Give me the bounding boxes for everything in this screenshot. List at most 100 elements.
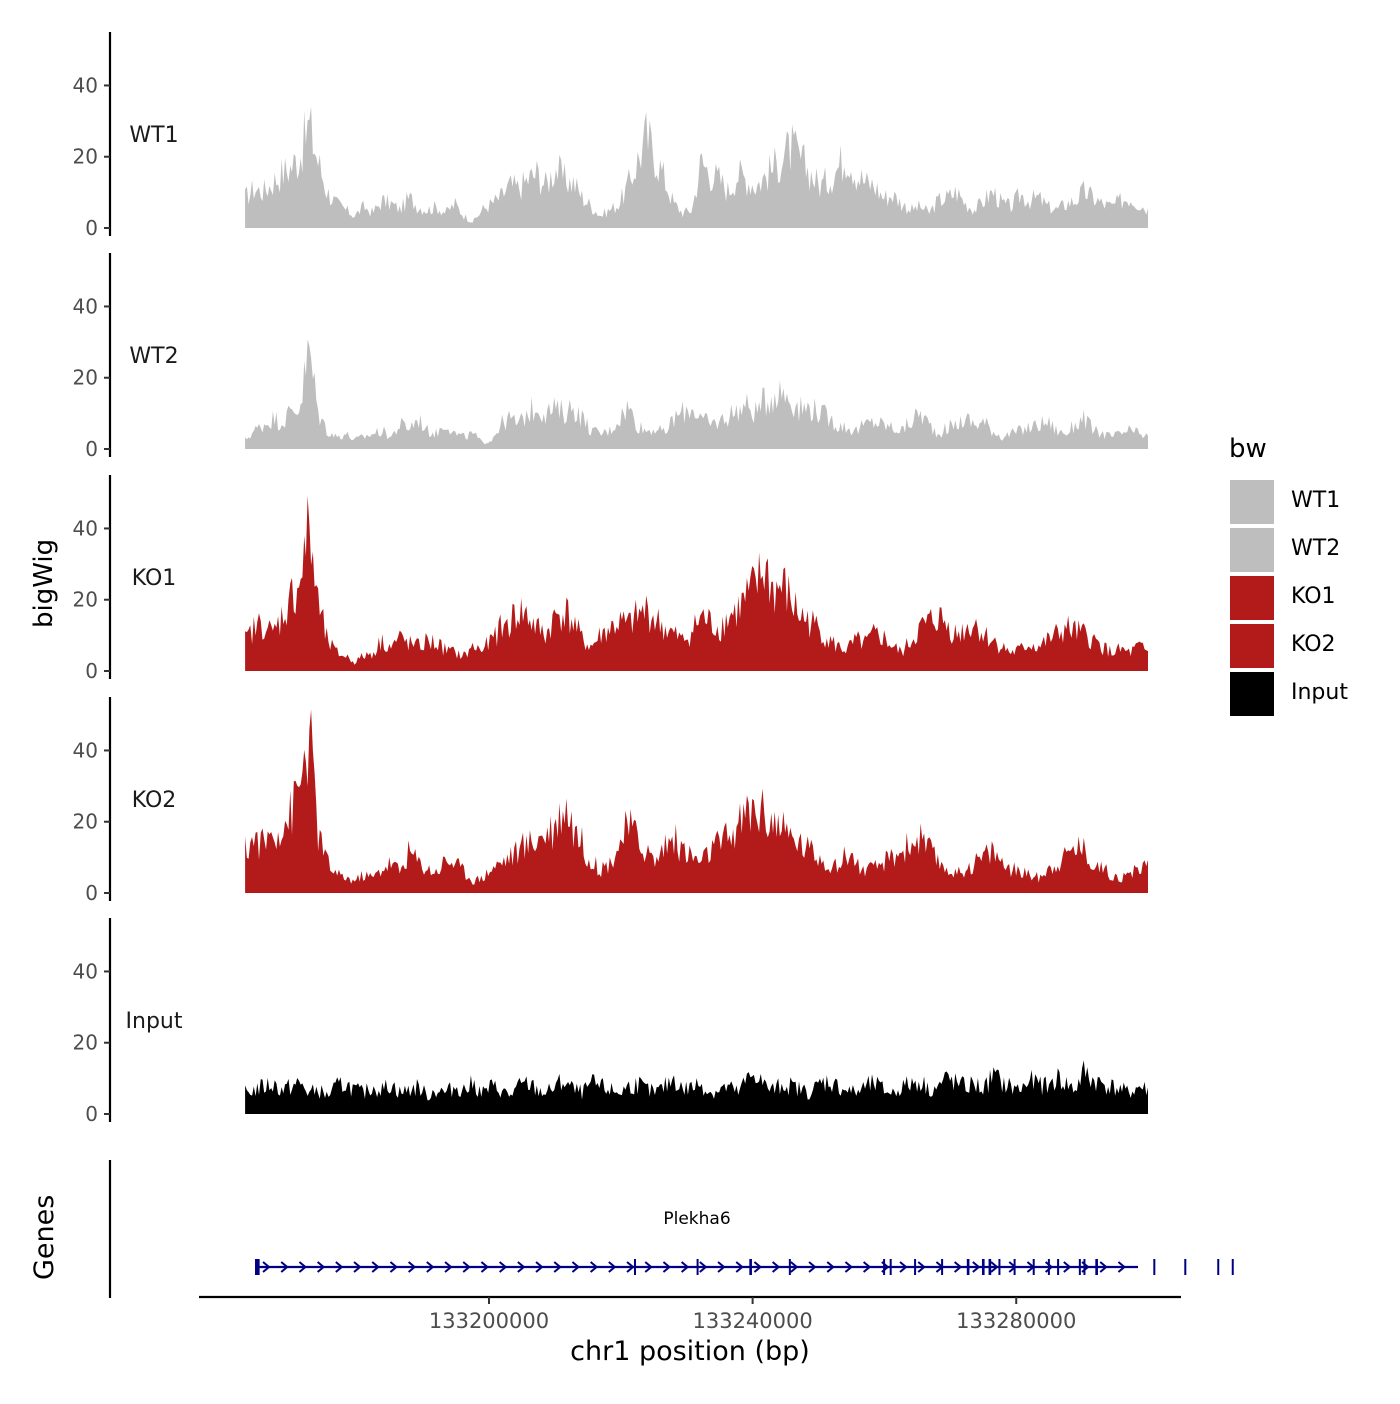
legend-label: WT1 <box>1291 488 1341 513</box>
track-input: 0 20 40 Input <box>73 918 1149 1126</box>
exon <box>988 1259 992 1275</box>
strand-arrow <box>626 1261 635 1273</box>
track-label: Input <box>126 1009 183 1034</box>
y-tick-label: 20 <box>73 810 98 834</box>
y-axis-title: bigWig <box>29 538 59 628</box>
exon <box>788 1259 791 1275</box>
tracks-group: 0 20 40 WT1 0 20 40 WT2 0 20 40 KO1 0 20 40 KO2 0 20 40 Inp… <box>73 32 1149 1126</box>
track-ko1: 0 20 40 KO1 <box>73 475 1149 683</box>
strand-arrow <box>644 1261 653 1273</box>
y-tick-label: 0 <box>85 216 98 240</box>
x-axis-title: chr1 position (bp) <box>570 1336 810 1367</box>
coverage-area-ko1 <box>245 495 1149 671</box>
coverage-area-wt2 <box>245 339 1149 449</box>
strand-arrow <box>717 1261 726 1273</box>
legend-item-ko1: KO1 <box>1230 576 1400 620</box>
y-tick-label: 0 <box>85 881 98 905</box>
legend-swatch <box>1230 528 1274 572</box>
strand-arrow <box>844 1261 853 1273</box>
exon <box>1095 1259 1098 1275</box>
strand-arrow <box>899 1261 908 1273</box>
y-tick-label: 20 <box>73 588 98 612</box>
exon <box>749 1259 752 1275</box>
exon <box>255 1259 260 1275</box>
strand-arrow <box>280 1261 289 1273</box>
strand-arrow <box>353 1261 362 1273</box>
strand-arrow <box>498 1261 508 1273</box>
exon <box>941 1259 944 1275</box>
strand-arrow <box>298 1261 307 1273</box>
track-ko2: 0 20 40 KO2 <box>73 697 1149 905</box>
track-label: WT1 <box>129 123 178 148</box>
exon <box>1057 1259 1060 1275</box>
strand-arrow <box>972 1261 981 1273</box>
strand-arrow <box>335 1261 344 1273</box>
exon <box>1184 1259 1187 1275</box>
exon <box>1231 1259 1234 1275</box>
legend-label: WT2 <box>1291 536 1341 561</box>
legend-item-wt2: WT2 <box>1230 528 1400 572</box>
y-tick-label: 0 <box>85 659 98 683</box>
strand-arrow <box>917 1261 926 1273</box>
y-tick-label: 40 <box>73 294 98 318</box>
y-tick-label: 20 <box>73 1031 98 1055</box>
strand-arrow <box>553 1261 562 1273</box>
track-label: KO1 <box>132 566 177 591</box>
exon <box>998 1259 1001 1275</box>
exon <box>889 1259 892 1275</box>
strand-arrow <box>589 1261 599 1273</box>
strand-arrow <box>826 1261 835 1273</box>
strand-arrow <box>680 1261 690 1273</box>
legend-item-ko2: KO2 <box>1230 624 1400 668</box>
strand-arrow <box>862 1261 872 1273</box>
x-tick-label: 133200000 <box>429 1309 549 1333</box>
y-tick-label: 0 <box>85 1102 98 1126</box>
exon <box>1078 1259 1081 1275</box>
legend-item-input: Input <box>1230 672 1400 716</box>
strand-arrow <box>1044 1261 1054 1273</box>
exon <box>981 1259 985 1275</box>
legend-title: bw <box>1229 434 1267 464</box>
legend-swatch <box>1230 624 1274 668</box>
y-tick-label: 20 <box>73 145 98 169</box>
strand-arrow <box>735 1261 744 1273</box>
legend-swatch <box>1230 576 1274 620</box>
x-tick-label: 133280000 <box>956 1309 1076 1333</box>
strand-arrow <box>771 1261 781 1273</box>
legend-item-wt1: WT1 <box>1230 480 1400 524</box>
exon <box>696 1259 699 1275</box>
strand-arrow <box>480 1261 489 1273</box>
track-wt2: 0 20 40 WT2 <box>73 253 1149 461</box>
exon <box>1217 1259 1220 1275</box>
strand-arrow <box>426 1261 435 1273</box>
exon <box>966 1259 970 1275</box>
y-tick-label: 40 <box>73 516 98 540</box>
strand-arrow <box>571 1261 580 1273</box>
legend-label: KO1 <box>1291 584 1336 609</box>
y-tick-label: 0 <box>85 437 98 461</box>
exon <box>914 1259 917 1275</box>
strand-arrow <box>262 1261 271 1273</box>
genes-track: Plekha6 <box>108 1160 1234 1298</box>
y-tick-label: 40 <box>73 959 98 983</box>
strand-arrow <box>462 1261 471 1273</box>
strand-arrow <box>790 1261 799 1273</box>
legend-label: KO2 <box>1291 632 1336 657</box>
exon <box>1083 1259 1086 1275</box>
exon <box>1047 1259 1050 1275</box>
track-label: KO2 <box>132 788 177 813</box>
strand-arrow <box>407 1261 417 1273</box>
strand-arrow <box>1117 1261 1126 1273</box>
strand-arrow <box>517 1261 526 1273</box>
legend-swatch <box>1230 672 1274 716</box>
strand-arrow <box>389 1261 398 1273</box>
x-axis: 133200000 133240000 133280000 <box>199 1295 1181 1333</box>
exon <box>1013 1259 1016 1275</box>
exon <box>1032 1259 1035 1275</box>
coverage-area-ko2 <box>245 709 1149 893</box>
strand-arrow <box>535 1261 544 1273</box>
strand-arrow <box>953 1261 963 1273</box>
exon <box>1153 1259 1156 1275</box>
y-tick-label: 40 <box>73 73 98 97</box>
